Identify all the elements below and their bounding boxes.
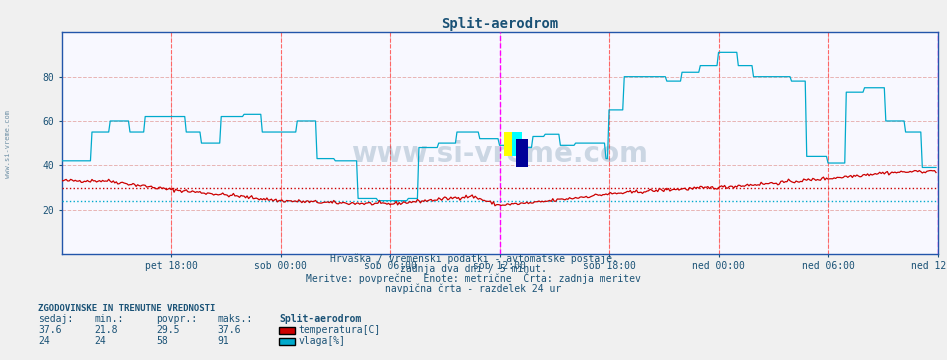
Text: min.:: min.: — [95, 314, 124, 324]
Title: Split-aerodrom: Split-aerodrom — [441, 17, 558, 31]
Text: temperatura[C]: temperatura[C] — [298, 325, 381, 335]
Text: ZGODOVINSKE IN TRENUTNE VREDNOSTI: ZGODOVINSKE IN TRENUTNE VREDNOSTI — [38, 305, 215, 314]
Text: Meritve: povprečne  Enote: metrične  Črta: zadnja meritev: Meritve: povprečne Enote: metrične Črta:… — [306, 272, 641, 284]
Text: 29.5: 29.5 — [156, 325, 180, 335]
Text: 21.8: 21.8 — [95, 325, 118, 335]
Text: 24: 24 — [38, 336, 49, 346]
Text: 91: 91 — [218, 336, 229, 346]
Text: 58: 58 — [156, 336, 168, 346]
Text: www.si-vreme.com: www.si-vreme.com — [351, 140, 648, 168]
Text: 37.6: 37.6 — [218, 325, 241, 335]
Bar — [511, 132, 523, 156]
Text: povpr.:: povpr.: — [156, 314, 197, 324]
Text: navpična črta - razdelek 24 ur: navpična črta - razdelek 24 ur — [385, 284, 562, 294]
Text: zadnja dva dni / 5 minut.: zadnja dva dni / 5 minut. — [400, 264, 547, 274]
Text: maks.:: maks.: — [218, 314, 253, 324]
Text: vlaga[%]: vlaga[%] — [298, 336, 346, 346]
Text: Split-aerodrom: Split-aerodrom — [279, 314, 362, 324]
Bar — [504, 132, 515, 156]
Text: sedaj:: sedaj: — [38, 314, 73, 324]
Text: 37.6: 37.6 — [38, 325, 62, 335]
Text: www.si-vreme.com: www.si-vreme.com — [5, 110, 10, 178]
Bar — [516, 139, 528, 167]
Text: 24: 24 — [95, 336, 106, 346]
Text: Hrvaška / vremenski podatki - avtomatske postaje.: Hrvaška / vremenski podatki - avtomatske… — [330, 253, 617, 264]
